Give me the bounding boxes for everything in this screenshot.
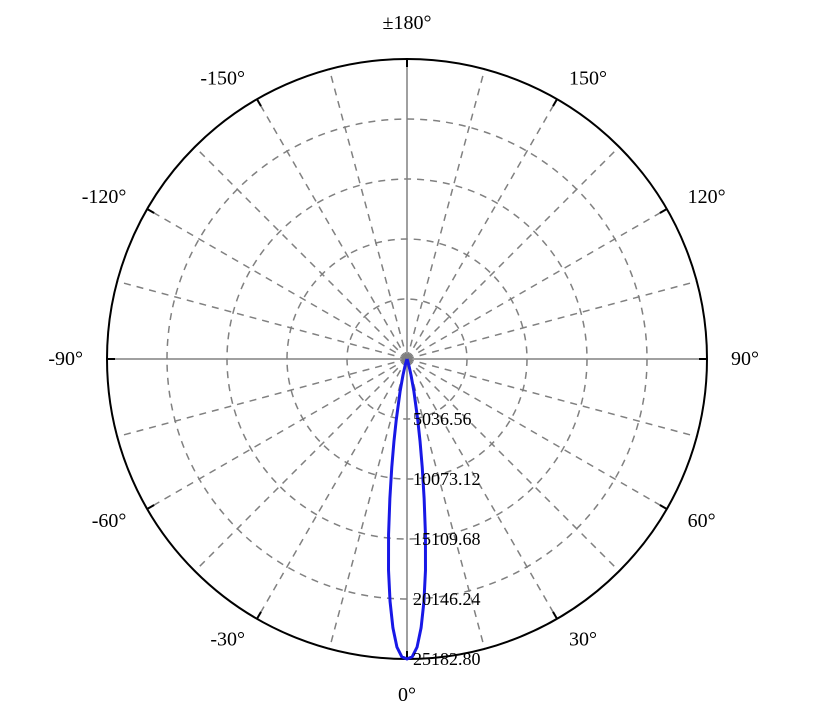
radial-tick-label: 10073.12: [413, 469, 481, 489]
angle-label: -30°: [210, 629, 245, 651]
angle-label: -90°: [48, 348, 83, 370]
angle-label: 30°: [569, 629, 597, 651]
angle-label: -120°: [82, 186, 127, 208]
angle-label: 120°: [688, 186, 726, 208]
angle-label: 150°: [569, 67, 607, 89]
angle-label: -150°: [200, 67, 245, 89]
angle-label: -60°: [92, 510, 127, 532]
radial-tick-label: 25182.80: [413, 649, 481, 669]
radial-tick-label: 15109.68: [413, 529, 481, 549]
polar-chart: 5036.56 10073.12 15109.68 20146.24 25182.80 0…: [0, 0, 815, 718]
angle-label: 0°: [398, 684, 416, 706]
angle-label: ±180°: [383, 12, 432, 34]
radial-tick-label: 5036.56: [413, 409, 472, 429]
angle-label: 90°: [731, 348, 759, 370]
angle-label: 60°: [688, 510, 716, 532]
radial-tick-label: 20146.24: [413, 589, 481, 609]
